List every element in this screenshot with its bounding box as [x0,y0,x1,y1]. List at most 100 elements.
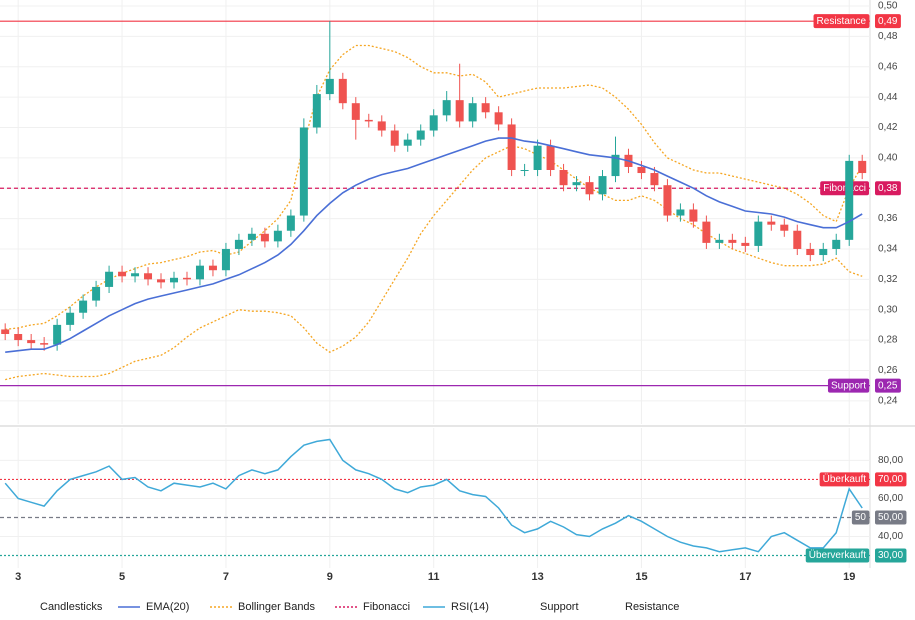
candle-body [416,130,425,140]
level-name-box [827,378,870,393]
candle-body [325,78,334,95]
level-value-box [875,378,901,393]
candle-body [312,94,321,128]
y-tick-label: 0,26 [878,365,898,376]
candle-body [494,112,503,125]
x-tick-label: 9 [327,571,333,583]
candle-body [208,265,217,271]
level-value-box [875,14,901,29]
level-name: Resistance [817,16,867,27]
level-value: 30,00 [878,550,903,561]
y-tick-label: 0,34 [878,244,898,255]
level-name-box [813,14,870,29]
candle-body [118,271,127,277]
candle-body [234,239,243,249]
candle-body [676,209,685,216]
candle-body [79,300,88,313]
candle-body [40,343,49,345]
candle-body [598,176,607,195]
candle-body [559,170,568,186]
y-tick-label: 0,24 [878,395,898,406]
candle-body [533,145,542,170]
level-name-box [820,181,869,196]
candle-body [403,139,412,146]
candle-body [468,103,477,122]
candle-body [741,242,750,246]
candle-body [702,221,711,243]
level-value: 0,38 [878,183,898,194]
legend-label: RSI(14) [451,601,489,613]
level-name: Support [831,380,866,391]
level-value: 70,00 [878,474,903,485]
candle-body [429,115,438,131]
candle-body [92,286,101,301]
candle-body [572,182,581,186]
x-tick-label: 19 [843,571,855,583]
candle-body [351,103,360,120]
x-tick-label: 13 [531,571,543,583]
candle-body [585,182,594,195]
candle-body [1,329,10,334]
y-tick-label: 0,44 [878,92,898,103]
y-tick-label: 0,36 [878,213,898,224]
candle-body [715,239,724,243]
level-value-box [875,510,907,525]
candle-body [105,271,114,287]
candle-body [689,209,698,222]
y-tick-label: 0,46 [878,61,898,72]
candle-body [455,100,464,122]
y-tick-label: 80,00 [878,455,903,466]
candle-body [364,119,373,122]
y-tick-label: 0,30 [878,304,898,315]
legend-label: Support [540,601,579,613]
legend-label: Fibonacci [363,601,410,613]
x-tick-label: 17 [739,571,751,583]
candle-body [286,215,295,231]
x-tick-label: 11 [428,571,440,583]
level-name: Überverkauft [809,549,866,561]
bollinger-upper [5,44,863,331]
candle-body [546,145,555,170]
level-name: Fibonacci [823,183,866,194]
y-tick-label: 40,00 [878,531,903,542]
legend-label: Candlesticks [40,601,103,613]
candle-body [793,230,802,249]
y-tick-label: 0,32 [878,274,898,285]
level-value-box [875,181,901,196]
candle-body [144,273,153,280]
y-tick-label: 0,42 [878,122,898,133]
candle-body [273,230,282,242]
y-tick-label: 0,40 [878,152,898,163]
candle-body [845,160,854,240]
candle-body [520,170,529,171]
candle-body [299,127,308,216]
legend-label: Bollinger Bands [238,601,316,613]
level-value: 0,49 [878,16,898,27]
candle-body [481,103,490,113]
candle-body [390,130,399,146]
candle-body [767,221,776,225]
level-value: 50,00 [878,512,903,523]
level-name-box [819,472,870,487]
candle-body [637,166,646,174]
y-tick-label: 60,00 [878,493,903,504]
y-tick-label: 0,50 [878,1,898,12]
level-value-box [875,472,907,487]
candle-body [221,248,230,271]
level-name: Überkauft [823,473,867,485]
candle-body [442,100,451,116]
level-name-box [805,548,870,563]
level-value-box [875,548,907,563]
rsi-line [4,438,863,553]
candle-body [780,224,789,231]
y-tick-label: 0,28 [878,335,898,346]
level-name-box [851,510,870,525]
x-tick-label: 5 [119,571,125,583]
candle-body [66,312,75,325]
candle-body [754,221,763,246]
x-tick-label: 3 [15,571,21,583]
ema-line [5,137,863,353]
candle-body [14,334,23,341]
level-name: 50 [855,512,867,523]
